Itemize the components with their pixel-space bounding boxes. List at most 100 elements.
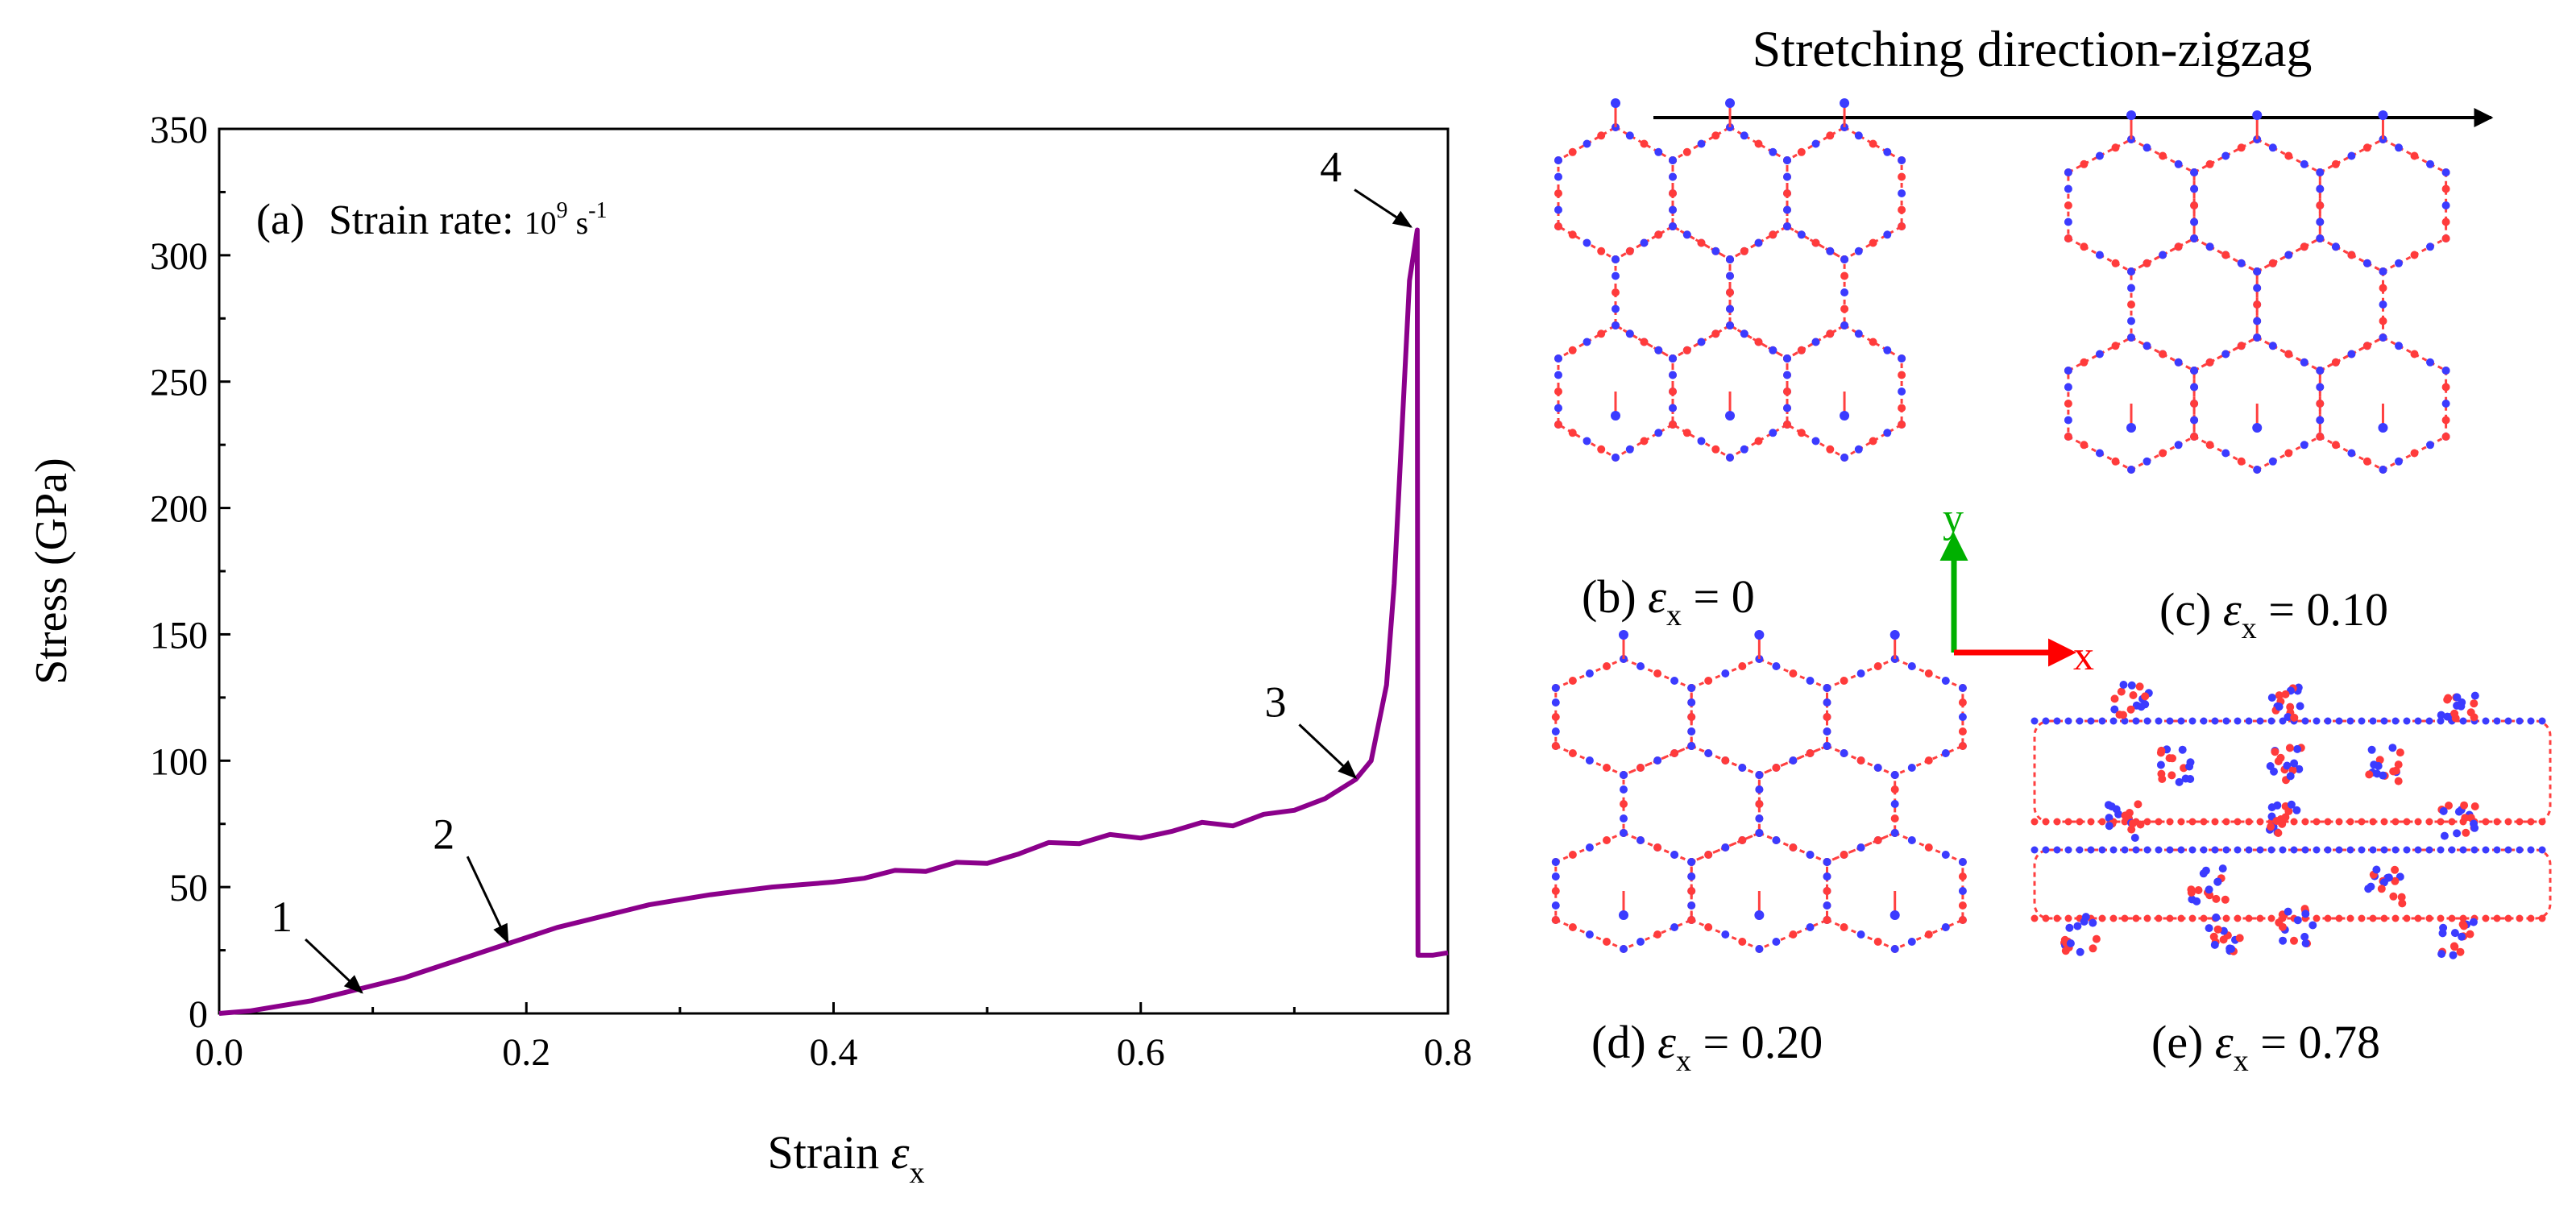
atom bbox=[2300, 441, 2308, 450]
atom bbox=[2237, 143, 2246, 152]
atom bbox=[2403, 914, 2411, 922]
atom bbox=[2482, 717, 2490, 725]
atom-cluster bbox=[2454, 807, 2463, 816]
y-tick-label: 150 bbox=[150, 614, 208, 657]
atom bbox=[1697, 139, 1706, 148]
atom bbox=[1755, 814, 1764, 823]
atom-cluster bbox=[2293, 744, 2302, 753]
atom bbox=[2403, 818, 2411, 826]
hex-cell bbox=[1622, 744, 1761, 864]
atom-cluster bbox=[2278, 922, 2287, 931]
atom bbox=[2362, 259, 2371, 267]
atom-cluster bbox=[2290, 936, 2298, 945]
atom bbox=[2441, 433, 2450, 441]
atom-cluster bbox=[2470, 823, 2479, 832]
atom bbox=[2448, 914, 2456, 922]
atom bbox=[1869, 139, 1877, 148]
atom bbox=[2441, 234, 2450, 242]
atom-cluster bbox=[2456, 947, 2465, 956]
atom bbox=[1907, 662, 1916, 670]
atom bbox=[1783, 172, 1791, 181]
atom bbox=[2380, 914, 2388, 922]
atom bbox=[2143, 846, 2151, 854]
y-tick-label: 100 bbox=[150, 740, 208, 783]
atom-cluster bbox=[2459, 922, 2468, 930]
atom bbox=[2441, 416, 2450, 425]
atom bbox=[2482, 914, 2490, 922]
atom bbox=[2410, 350, 2419, 358]
atom bbox=[1585, 843, 1594, 852]
atom-cluster bbox=[2129, 691, 2138, 699]
atom bbox=[2166, 717, 2174, 725]
atom bbox=[1551, 684, 1560, 692]
figure-title: Stretching direction-zigzag bbox=[1753, 20, 2313, 77]
atom bbox=[2335, 717, 2343, 725]
atom bbox=[2222, 818, 2230, 826]
atom-cluster bbox=[2267, 823, 2275, 831]
atom-cluster bbox=[2205, 924, 2213, 933]
atom bbox=[1612, 321, 1620, 329]
atom bbox=[2493, 818, 2501, 826]
atom bbox=[2395, 342, 2403, 350]
atom bbox=[2347, 449, 2356, 458]
atom bbox=[1669, 371, 1677, 379]
atom bbox=[2042, 818, 2050, 826]
atom bbox=[1958, 916, 1967, 924]
atom bbox=[1941, 677, 1950, 685]
atom bbox=[1783, 354, 1791, 363]
atom bbox=[2425, 818, 2433, 826]
atom-cluster bbox=[2275, 702, 2284, 711]
atom bbox=[1856, 930, 1865, 939]
atom bbox=[1669, 404, 1677, 412]
atom bbox=[2459, 914, 2467, 922]
atom bbox=[2252, 423, 2263, 433]
atom bbox=[2379, 334, 2387, 342]
atom bbox=[1568, 230, 1577, 239]
y-tick-label: 250 bbox=[150, 362, 208, 404]
atom bbox=[2188, 717, 2196, 725]
atom bbox=[1811, 238, 1820, 247]
atom bbox=[1687, 742, 1696, 750]
y-tick-label: 350 bbox=[150, 109, 208, 151]
atom bbox=[1823, 742, 1831, 750]
atom bbox=[1568, 749, 1577, 757]
atom bbox=[1907, 938, 1916, 946]
atom bbox=[2284, 350, 2293, 358]
atom bbox=[1669, 205, 1677, 214]
atom bbox=[2190, 367, 2199, 375]
structure-panel-d bbox=[1551, 630, 1967, 953]
atom bbox=[2441, 400, 2450, 408]
atom bbox=[1620, 814, 1628, 823]
atom bbox=[1772, 938, 1781, 946]
atom-cluster bbox=[2470, 699, 2479, 708]
atom-cluster bbox=[2469, 918, 2478, 926]
atom-cluster bbox=[2466, 930, 2474, 939]
atom bbox=[1612, 255, 1620, 263]
atom bbox=[2087, 818, 2095, 826]
atom bbox=[1687, 887, 1696, 895]
atom bbox=[1873, 836, 1882, 844]
atom bbox=[2127, 466, 2135, 474]
atom bbox=[2335, 846, 2343, 854]
atom bbox=[2414, 818, 2422, 826]
atom-cluster bbox=[2300, 932, 2309, 941]
atom bbox=[1583, 338, 1591, 346]
atom-cluster bbox=[2141, 692, 2150, 701]
marker-label: 2 bbox=[433, 810, 454, 858]
atom bbox=[1889, 630, 1900, 640]
atom bbox=[1620, 785, 1628, 794]
hex-cell bbox=[1690, 657, 1828, 777]
atom-cluster bbox=[2126, 705, 2135, 714]
atom bbox=[2200, 914, 2208, 922]
atom bbox=[2159, 449, 2167, 458]
atom bbox=[1797, 230, 1806, 239]
atom bbox=[2437, 717, 2445, 725]
hex-cell bbox=[1614, 225, 1732, 360]
atom-cluster bbox=[2218, 864, 2227, 873]
atom bbox=[2174, 160, 2183, 168]
atom bbox=[2362, 457, 2371, 466]
marker-arrow bbox=[466, 856, 509, 944]
atom bbox=[2064, 416, 2072, 425]
atom bbox=[1840, 454, 1849, 462]
atom-cluster bbox=[2192, 897, 2201, 905]
